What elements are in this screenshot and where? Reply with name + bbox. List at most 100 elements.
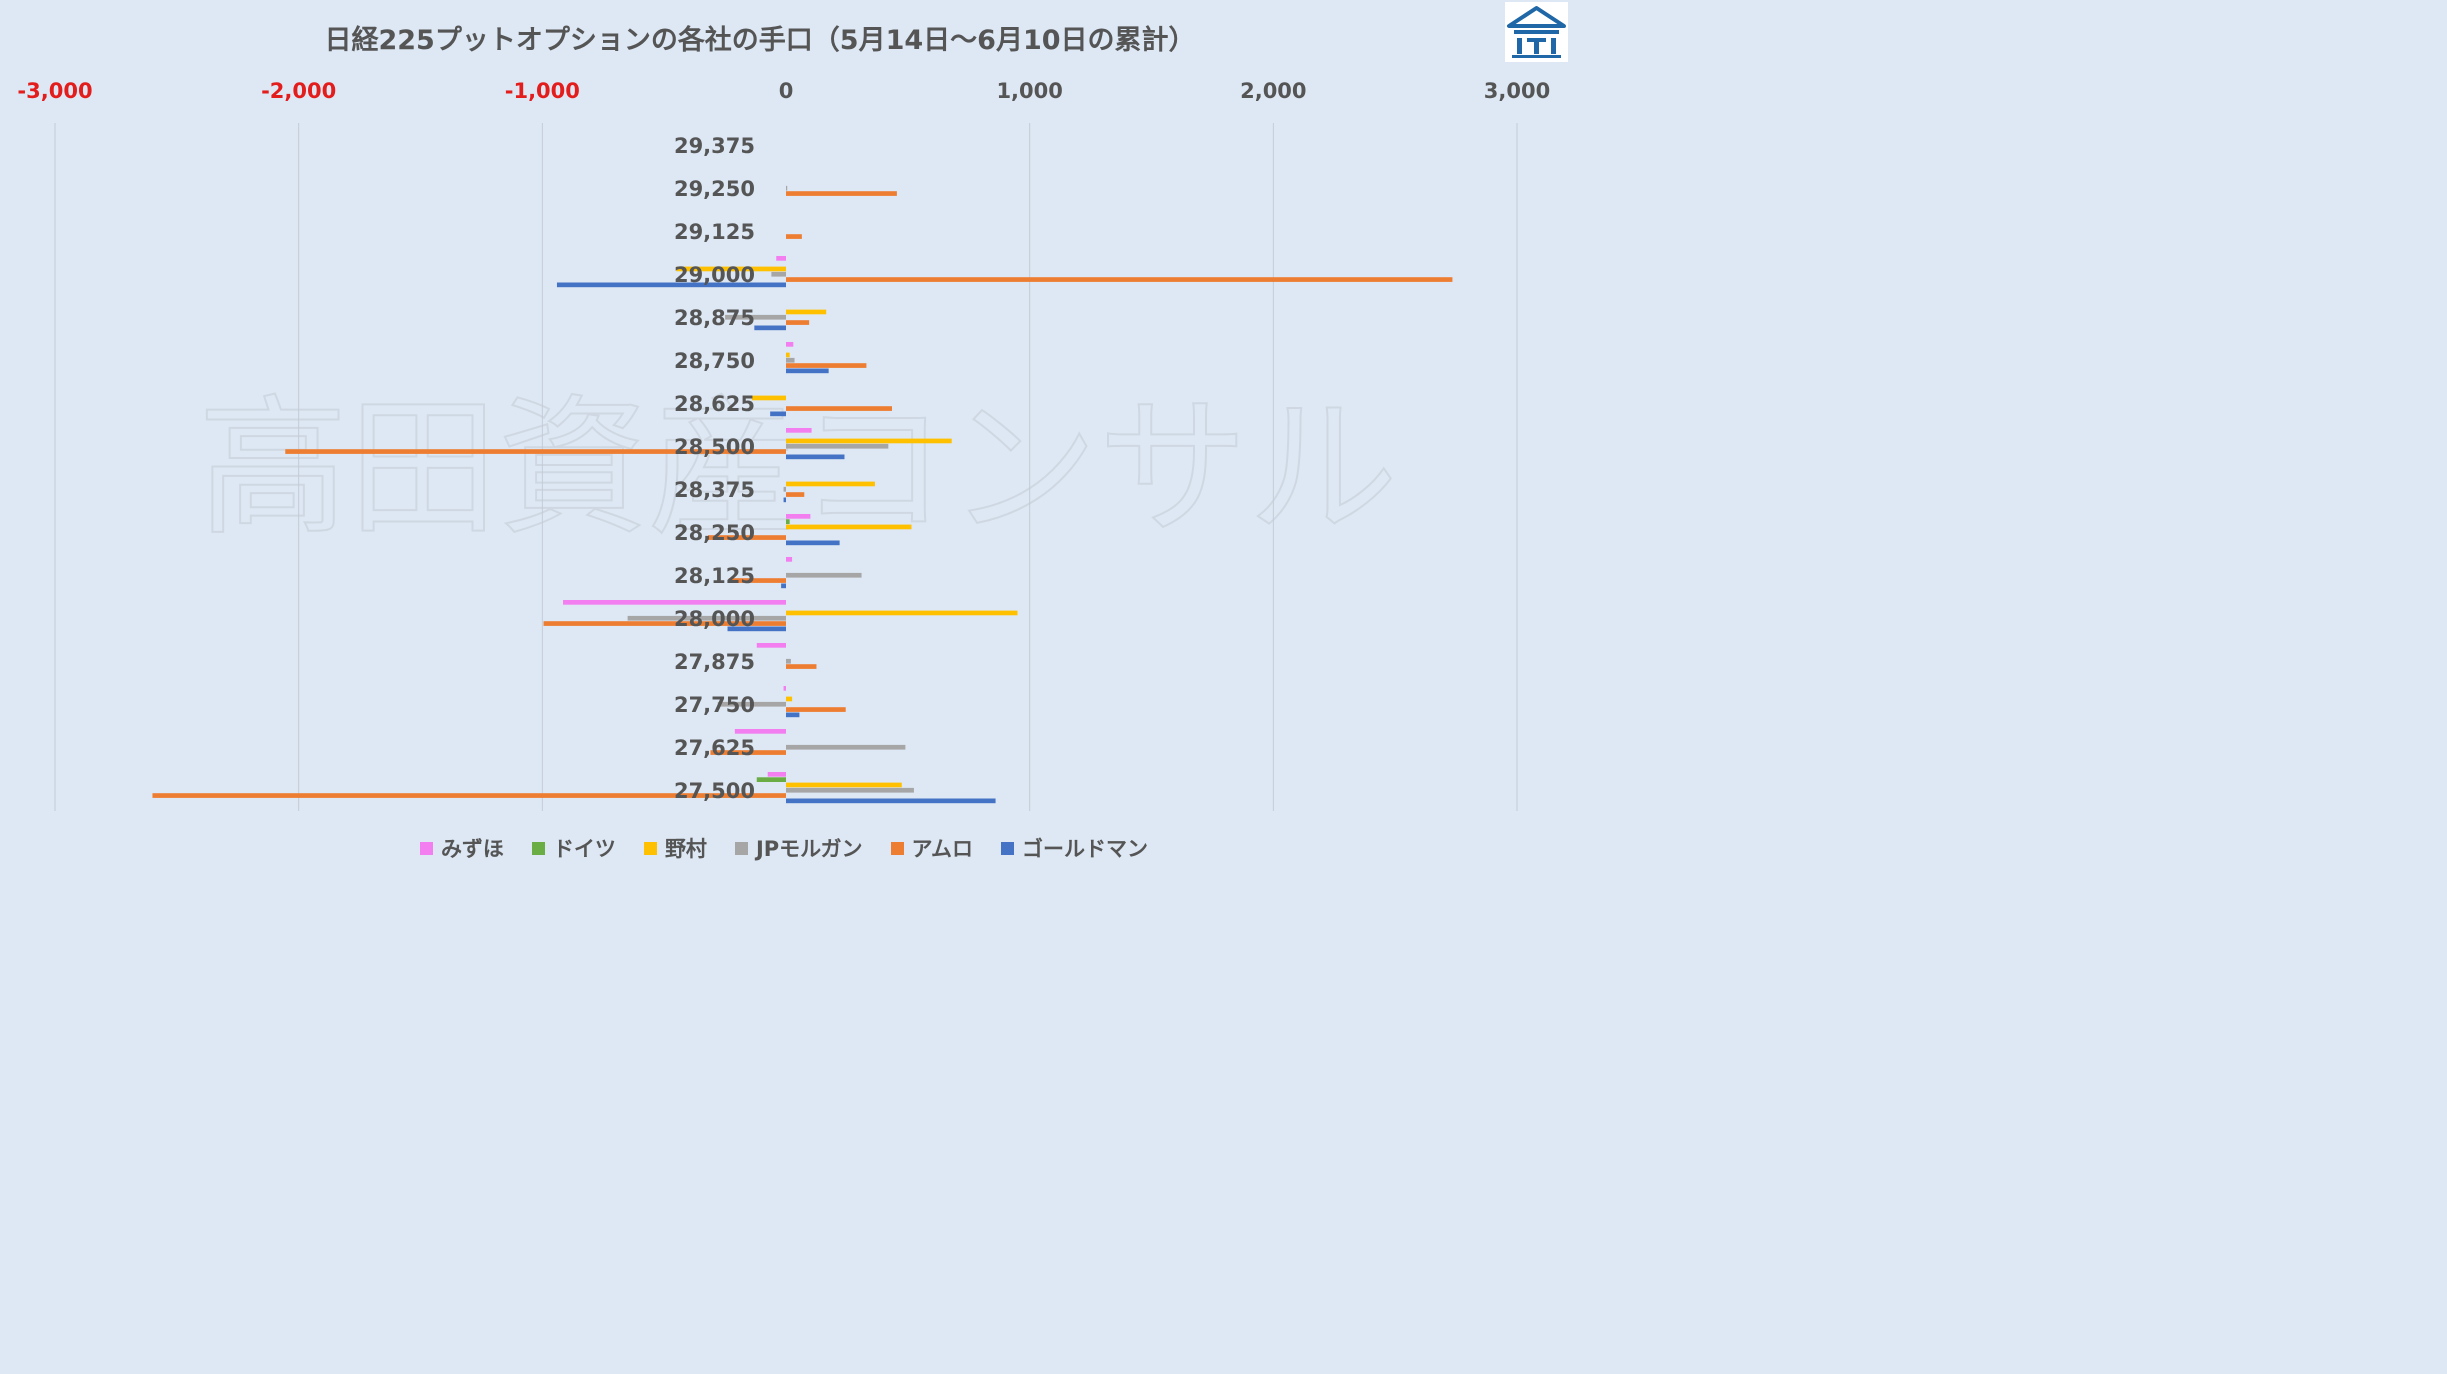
bar: [786, 519, 790, 524]
bar: [786, 572, 862, 578]
legend-item: アムロ: [890, 833, 974, 863]
legend-swatch: [734, 841, 748, 855]
bar: [786, 658, 791, 664]
bar: [786, 492, 805, 497]
bar: [734, 729, 786, 734]
bar: [727, 626, 786, 632]
bar: [786, 320, 810, 325]
bar: [543, 621, 786, 626]
legend-label: ゴールドマン: [1022, 837, 1149, 861]
bar: [786, 524, 912, 530]
y-category-label: 28,125: [674, 564, 755, 588]
bar: [786, 234, 802, 239]
legend-swatch: [419, 841, 433, 855]
legend-swatch: [643, 841, 657, 855]
y-category-label: 27,750: [674, 693, 755, 717]
bar: [756, 643, 786, 648]
bar: [754, 325, 786, 331]
legend-label: JPモルガン: [755, 837, 863, 861]
bar-chart: 高田資産コンサル-3,000 -2,000 -1,000 0 1,000 2,000 3,0…: [17, 79, 1550, 811]
y-category-label: 29,250: [674, 177, 755, 201]
bar: [751, 395, 786, 401]
bar: [786, 357, 795, 363]
bar: [786, 481, 875, 487]
bar: [783, 486, 786, 492]
bar: [781, 583, 786, 589]
bar: [786, 191, 897, 196]
bar: [786, 610, 1018, 616]
bar: [786, 787, 914, 793]
y-category-label: 29,125: [674, 220, 755, 244]
y-category-label: 29,375: [674, 134, 755, 158]
x-tick-label: -2,000: [261, 79, 336, 103]
y-category-label: 28,625: [674, 392, 755, 416]
legend-item: JPモルガン: [734, 833, 863, 863]
bar: [563, 600, 786, 605]
legend-label: 野村: [664, 837, 707, 861]
y-category-label: 28,875: [674, 306, 755, 330]
y-category-label: 28,375: [674, 478, 755, 502]
legend-item: みずほ: [419, 833, 504, 863]
legend-swatch: [1001, 841, 1015, 855]
bar: [786, 277, 1453, 282]
bar: [786, 342, 794, 347]
x-tick-label: 1,000: [996, 79, 1062, 103]
chart-frame: 日経225プットオプションの各社の手口（5月14日〜6月10日の累計） 高田資産…: [0, 0, 1568, 880]
bar: [770, 411, 786, 417]
bar: [783, 497, 786, 503]
bar: [756, 777, 786, 782]
legend-label: アムロ: [911, 837, 974, 861]
y-category-label: 28,250: [674, 521, 755, 545]
chart-title: 日経225プットオプションの各社の手口（5月14日〜6月10日の累計）: [324, 25, 1196, 56]
x-tick-label: -1,000: [505, 79, 580, 103]
bar: [786, 744, 906, 750]
legend-swatch: [890, 841, 904, 855]
legend-item: ゴールドマン: [1001, 833, 1148, 863]
bar: [786, 540, 840, 546]
bar: [771, 271, 786, 277]
y-category-label: 27,625: [674, 736, 755, 760]
bar: [786, 696, 793, 702]
bar: [676, 266, 786, 272]
bar: [786, 428, 812, 433]
bar: [783, 686, 786, 691]
bar: [786, 443, 889, 449]
x-tick-label: -3,000: [17, 79, 92, 103]
legend-item: 野村: [643, 833, 707, 863]
bar: [708, 535, 786, 540]
bar: [786, 352, 790, 358]
bar: [556, 282, 786, 288]
bar: [786, 363, 867, 368]
legend-label: みずほ: [440, 837, 504, 861]
bar: [725, 314, 786, 320]
bar: [767, 772, 786, 777]
x-tick-label: 2,000: [1240, 79, 1306, 103]
bar: [728, 578, 786, 583]
y-category-label: 27,500: [674, 779, 755, 803]
bar: [710, 750, 786, 755]
legend-swatch: [531, 841, 545, 855]
bar: [786, 454, 845, 460]
bar: [786, 514, 811, 519]
legend-label: ドイツ: [552, 837, 616, 861]
y-category-label: 27,875: [674, 650, 755, 674]
bar: [786, 782, 902, 788]
bar: [786, 712, 800, 718]
bar: [717, 701, 786, 707]
bar: [786, 557, 793, 562]
legend-item: ドイツ: [531, 833, 616, 863]
bar: [776, 256, 786, 261]
bar: [786, 406, 892, 411]
house-bank-icon: [1505, 2, 1568, 62]
bar: [285, 449, 786, 454]
bar: [786, 707, 846, 712]
y-category-label: 28,500: [674, 435, 755, 459]
chart-legend: みずほ ドイツ 野村 JPモルガン アムロ ゴールドマン: [0, 833, 1568, 863]
x-tick-label: 0: [779, 79, 794, 103]
bar: [786, 368, 829, 374]
bar: [627, 615, 786, 621]
y-category-label: 28,000: [674, 607, 755, 631]
bar: [786, 664, 817, 669]
bar: [786, 185, 788, 191]
bar: [786, 798, 996, 804]
